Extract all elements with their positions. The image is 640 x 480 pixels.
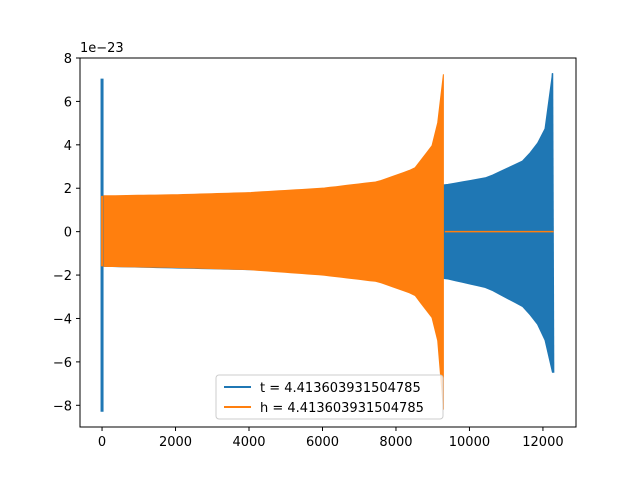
series-t-final-peak [551,73,555,373]
y-tick-label: −6 [53,356,72,371]
legend-label: h = 4.413603931504785 [260,401,424,416]
x-tick-label: 10000 [449,435,490,450]
x-tick-label: 8000 [379,435,412,450]
y-tick-label: −4 [53,312,72,327]
plot-area [100,73,555,412]
x-tick-label: 0 [98,435,106,450]
y-tick-label: 8 [64,52,72,67]
y-tick-label: 0 [64,226,72,241]
y-tick-label: 2 [64,182,72,197]
legend: t = 4.413603931504785 h = 4.4136039315047… [215,374,444,420]
axes: 0 2000 4000 6000 8000 10000 12000 −8 −6 −4 −2 0 2 4 6 8 [53,52,577,450]
y-offset-label: 1e−23 [80,41,124,56]
y-tick-label: 6 [64,95,72,110]
x-tick-label: 12000 [522,435,563,450]
x-tick-label: 4000 [232,435,265,450]
y-tick-label: 4 [64,139,72,154]
y-tick-label: −8 [53,399,72,414]
legend-label: t = 4.413603931504785 [260,381,421,396]
y-tick-label: −2 [53,269,72,284]
x-tick-label: 2000 [159,435,192,450]
x-tick-label: 6000 [306,435,339,450]
axes-frame [79,57,577,428]
legend-box [215,374,444,420]
